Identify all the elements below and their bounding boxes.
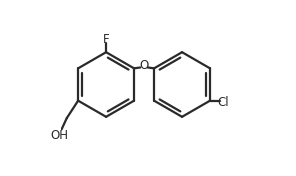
Text: OH: OH — [50, 129, 68, 142]
Text: Cl: Cl — [217, 96, 229, 109]
Text: F: F — [103, 33, 110, 46]
Text: O: O — [139, 59, 149, 72]
